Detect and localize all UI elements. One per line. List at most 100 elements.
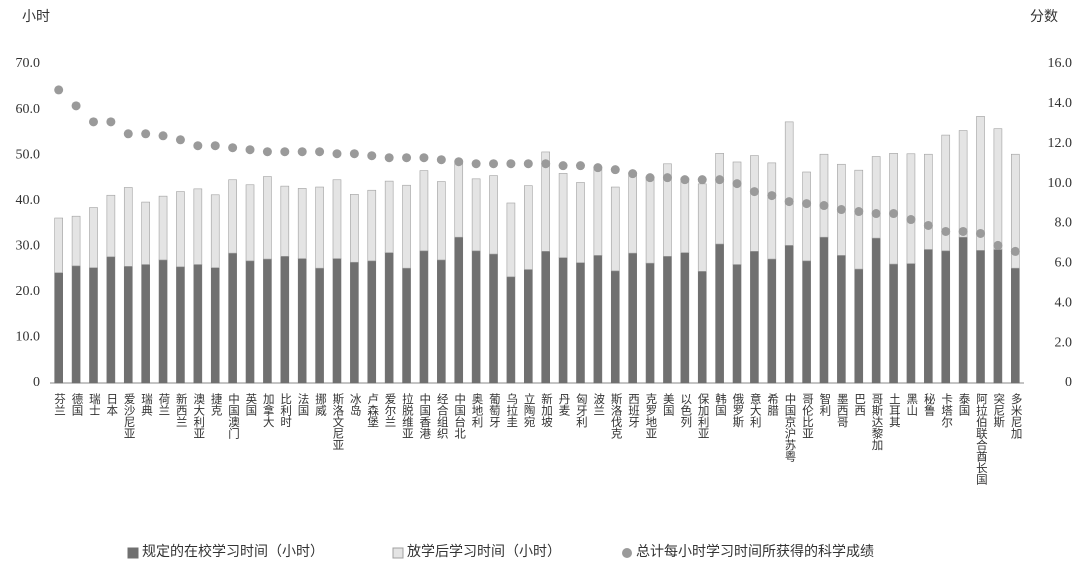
bar-segment (628, 252, 637, 384)
x-tick-label: 乌拉圭 (505, 392, 518, 427)
score-dot (471, 159, 481, 169)
bar-segment (558, 257, 568, 384)
score-dot (245, 145, 255, 155)
bar-segment (263, 258, 272, 384)
score-dot (1010, 246, 1020, 256)
bar-segment (384, 252, 394, 384)
y2-tick-label: 4.0 (1055, 295, 1073, 310)
bar-segment (958, 236, 968, 384)
score-dot (280, 147, 290, 157)
x-tick-label: 新加坡 (540, 392, 553, 428)
x-tick-label: 澳大利亚 (192, 393, 205, 439)
score-dot (71, 101, 81, 111)
bar-segment (315, 267, 324, 384)
legend-label: 规定的在校学习时间（小时） (142, 543, 324, 560)
score-dot (923, 220, 933, 230)
y2-tick-label: 14.0 (1048, 96, 1073, 111)
x-tick-label: 以色列 (679, 393, 692, 428)
bar-segment (697, 183, 707, 272)
score-dot (697, 175, 707, 185)
score-dot (123, 129, 133, 139)
x-tick-label: 立陶宛 (523, 392, 536, 428)
bar-segment (332, 179, 342, 259)
bar-segment (332, 258, 342, 384)
x-tick-label: 保加利亚 (697, 392, 710, 439)
legend-label: 总计每小时学习时间所获得的科学成绩 (636, 543, 874, 560)
bar-segment (819, 153, 829, 238)
x-tick-label: 墨西哥 (836, 393, 849, 428)
score-dot (228, 143, 238, 153)
x-tick-label: 斯洛伐克 (610, 393, 623, 439)
y-tick-label: 60.0 (16, 102, 41, 117)
score-dot (941, 226, 951, 236)
bar-segment (106, 256, 116, 384)
score-dot (889, 209, 899, 219)
bar-segment (158, 195, 168, 261)
bar-segment (297, 258, 307, 384)
x-tick-label: 中国香港 (418, 393, 431, 439)
x-tick-label: 阿拉伯联合酋长国 (975, 393, 988, 486)
score-dot (854, 207, 864, 217)
score-dot (297, 147, 307, 157)
bar-segment (176, 191, 185, 268)
score-dot (784, 197, 794, 207)
score-dot (610, 165, 620, 175)
x-tick-label: 巴西 (853, 393, 866, 416)
bar-segment (210, 194, 220, 269)
bar-segment (89, 207, 98, 269)
bar-segment (906, 153, 916, 264)
score-dot (175, 135, 185, 145)
legend-label: 放学后学习时间（小时） (407, 544, 561, 560)
bar-segment (889, 153, 898, 265)
bar-segment (176, 266, 185, 384)
score-dot (54, 85, 64, 95)
bar-segment (228, 179, 237, 254)
bar-segment (802, 171, 811, 262)
bar-segment (524, 185, 533, 270)
bar-segment (524, 269, 533, 384)
x-tick-label: 奥地利 (470, 392, 483, 427)
bar-segment (71, 265, 81, 384)
x-tick-label: 多米尼加 (1010, 392, 1023, 440)
x-tick-label: 瑞典 (140, 392, 153, 417)
x-tick-label: 美国 (662, 392, 675, 417)
score-dot (454, 157, 464, 167)
score-dot (871, 209, 881, 219)
bar-segment (924, 249, 933, 384)
x-tick-label: 捷克 (210, 392, 223, 416)
y-tick-label: 40.0 (16, 193, 41, 208)
score-dot (976, 228, 986, 238)
bar-segment (350, 261, 359, 384)
x-tick-label: 瑞士 (88, 392, 101, 416)
score-dot (958, 226, 968, 236)
bar-segment (976, 116, 985, 251)
x-tick-label: 德国 (70, 392, 83, 417)
score-dot (645, 173, 655, 183)
score-dot (993, 240, 1003, 250)
x-tick-label: 泰国 (957, 392, 970, 417)
bar-segment (715, 243, 724, 384)
bar-segment (837, 255, 846, 384)
score-dot (367, 151, 377, 161)
bar-segment (889, 263, 898, 384)
bar-segment (228, 252, 237, 384)
y2-tick-label: 8.0 (1055, 216, 1073, 231)
bar-segment (454, 162, 464, 238)
legend-swatch (392, 547, 404, 559)
score-dot (662, 173, 672, 183)
x-tick-label: 中国台北 (453, 393, 466, 439)
bar-segment (871, 156, 881, 239)
score-dot (489, 159, 499, 169)
score-dot (767, 191, 777, 201)
bar-segment (367, 189, 377, 262)
x-tick-label: 突尼斯 (992, 392, 1005, 428)
bar-segment (750, 250, 759, 384)
y-tick-label: 0 (33, 375, 40, 390)
y2-tick-label: 6.0 (1055, 256, 1073, 271)
bar-segment (193, 264, 203, 384)
x-tick-label: 西班牙 (627, 393, 640, 428)
bar-segment (541, 151, 550, 252)
legend-swatch (127, 547, 139, 559)
bar-segment (384, 180, 394, 253)
